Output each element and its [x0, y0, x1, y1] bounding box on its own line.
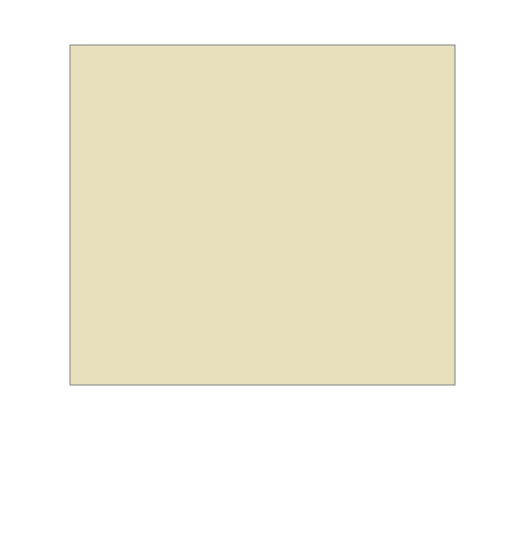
chart-container	[0, 0, 511, 551]
plot-area	[70, 45, 455, 385]
chart-svg	[0, 0, 511, 551]
